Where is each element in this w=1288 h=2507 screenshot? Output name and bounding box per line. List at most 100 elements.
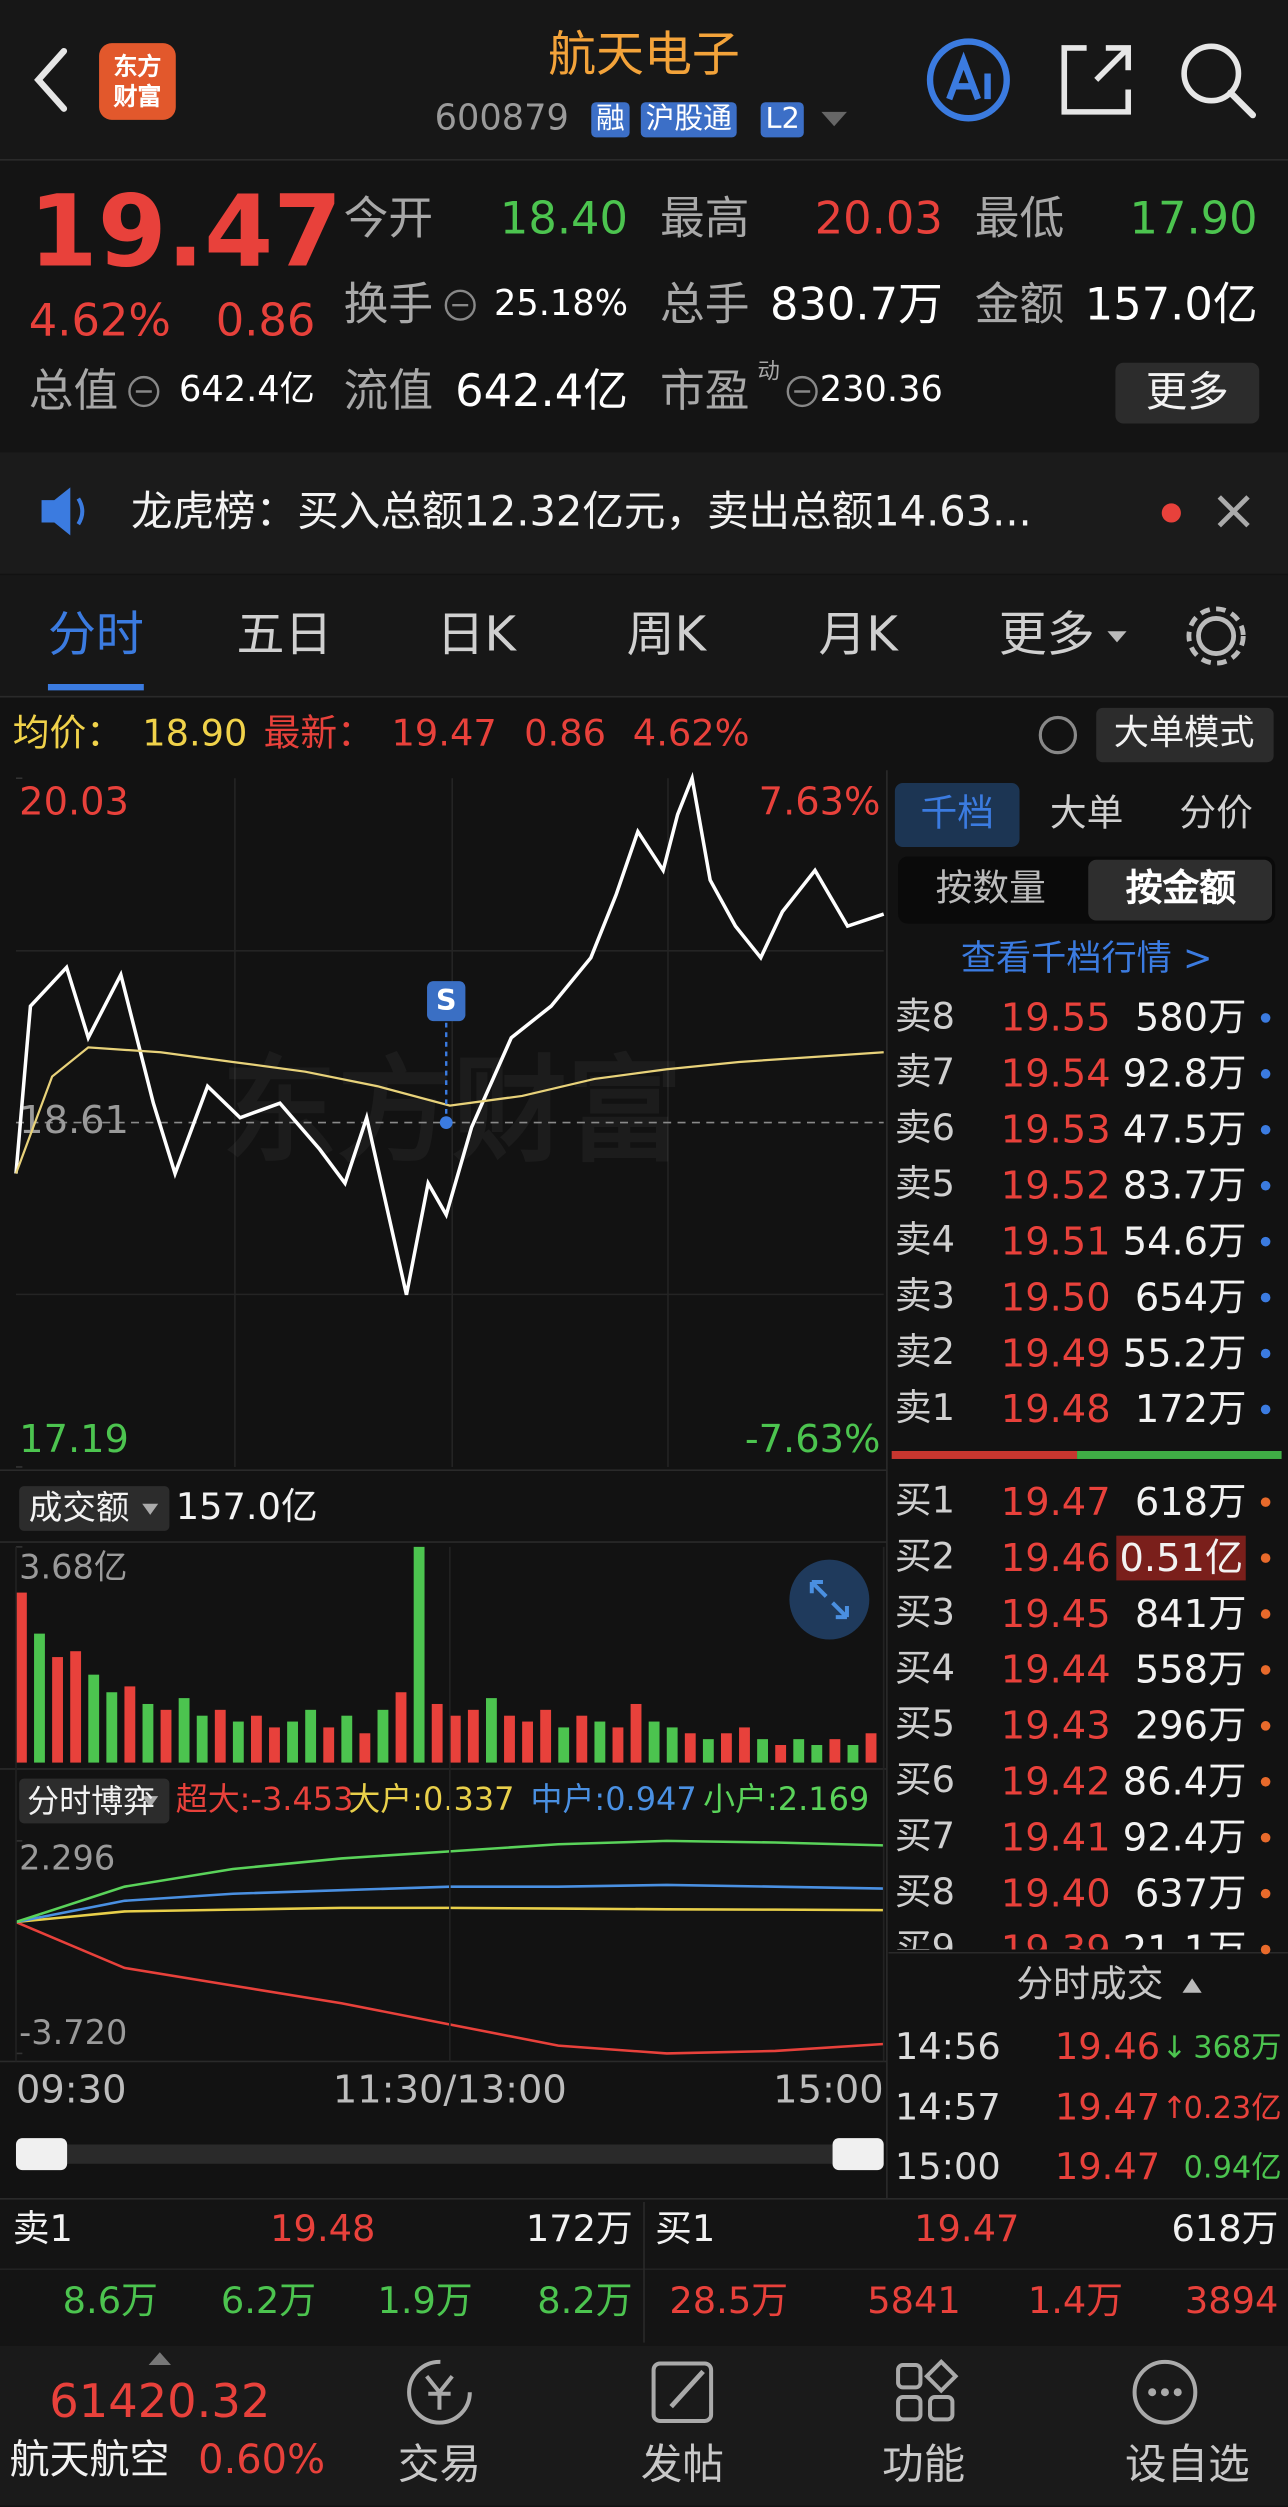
book-volume: 92.4万 [1122, 1815, 1247, 1861]
expand-icon[interactable] [148, 2352, 171, 2366]
last-change: 0.86 [524, 713, 606, 756]
flow-selector[interactable]: 分时博弈 [27, 1781, 156, 1821]
change-pct: 4.62% [28, 294, 171, 347]
info-icon[interactable] [444, 289, 476, 321]
volume-bar [793, 1739, 805, 1763]
nav-item[interactable]: 设自选 [1124, 2441, 1250, 2490]
mode-button-bg[interactable] [1096, 707, 1274, 763]
info-icon[interactable] [128, 375, 160, 408]
nav-item[interactable]: 发帖 [640, 2441, 724, 2490]
book-price: 19.49 [1000, 1331, 1111, 1376]
y2-tick-label: 7.63% [759, 779, 881, 824]
info-bg [0, 696, 1288, 771]
book-toggle[interactable]: 按数量 [935, 868, 1046, 911]
flow-selector-bg[interactable] [19, 1778, 170, 1824]
y-tick-label: 18.61 [19, 1098, 129, 1143]
range-slider-handle[interactable] [832, 2138, 884, 2171]
tab[interactable]: 分时 [47, 607, 144, 664]
search-icon[interactable] [1181, 43, 1242, 104]
book-tab[interactable]: 大单 [1049, 793, 1124, 835]
ai-icon[interactable] [926, 38, 1010, 122]
last-change-pct: 4.62% [632, 713, 750, 756]
more-button-bg[interactable] [1115, 362, 1260, 424]
index-name[interactable]: 航天航空 [9, 2436, 170, 2483]
y-tick-label: -3.720 [19, 2013, 127, 2052]
tab[interactable]: 日K [436, 607, 516, 664]
settings-icon[interactable] [1196, 616, 1237, 656]
watchlist-icon[interactable] [1132, 2359, 1198, 2425]
app-logo[interactable]: 东方 财富 [99, 43, 176, 120]
function-icon[interactable] [896, 2363, 923, 2390]
function-icon-part [896, 2395, 923, 2422]
book-volume: 841万 [1134, 1591, 1247, 1637]
dropdown-icon[interactable] [821, 111, 847, 127]
trade-direction: ↓ [1161, 2030, 1188, 2066]
book-tab[interactable]: 分价 [1179, 793, 1253, 835]
volume-bar [341, 1715, 353, 1763]
mode-button[interactable]: 大单模式 [1113, 714, 1255, 755]
tab[interactable]: 五日 [236, 607, 333, 664]
share-icon[interactable] [1061, 45, 1131, 115]
trade-icon[interactable] [407, 2359, 472, 2425]
bid-detail: 28.5万 [669, 2281, 788, 2323]
book-toggle[interactable]: 按金额 [1125, 868, 1237, 911]
range-slider-handle[interactable] [15, 2138, 68, 2171]
volume-selector[interactable]: 成交额 [28, 1488, 130, 1527]
ai-glyph [946, 51, 991, 101]
index-value[interactable]: 61420.32 [49, 2373, 271, 2429]
nav-item[interactable]: 功能 [882, 2441, 966, 2490]
bid-price: 19.47 [914, 2209, 1020, 2251]
toggle-active-bg[interactable] [1088, 859, 1273, 921]
tab[interactable]: 月K [818, 607, 898, 664]
y-tick-label: 20.03 [19, 779, 129, 824]
book-price: 19.41 [1000, 1815, 1111, 1861]
range-slider-track[interactable] [15, 2144, 884, 2164]
book-dot [1260, 1832, 1271, 1843]
speaker-icon [41, 487, 71, 536]
book-dot [1260, 1292, 1271, 1303]
sort-icon[interactable] [1182, 1978, 1202, 1993]
book-level: 卖2 [894, 1331, 956, 1374]
info-icon[interactable] [786, 375, 818, 408]
book-price: 19.48 [1000, 1387, 1111, 1432]
help-icon[interactable] [1038, 715, 1078, 755]
trades-header[interactable]: 分时成交 [1016, 1964, 1164, 2007]
book-volume: 0.51亿 [1116, 1535, 1247, 1581]
index-change[interactable]: 0.60% [198, 2436, 326, 2483]
back-icon[interactable] [34, 47, 68, 112]
avg-label: 均价： [12, 713, 124, 756]
watermark: 东方财富 [222, 1044, 682, 1178]
trade-volume: 0.94亿 [1183, 2150, 1282, 2186]
legend-entry: 中户:0.947 [531, 1780, 697, 1818]
book-tab[interactable]: 千档 [920, 793, 994, 835]
book-volume: 21.1万 [1122, 1927, 1247, 1950]
notice-text[interactable]: 龙虎榜：买入总额12.32亿元，卖出总额14.63... [131, 488, 1032, 537]
book-volume: 172万 [1134, 1387, 1247, 1432]
field-label: 今开 [343, 191, 434, 245]
close-icon[interactable] [1217, 495, 1250, 528]
ratio-bar-buy [1077, 1450, 1282, 1459]
tab[interactable]: 周K [626, 607, 707, 664]
active-tab-bg[interactable] [894, 783, 1020, 847]
book-dot [1260, 1404, 1271, 1415]
book-link[interactable]: 查看千档行情 > [960, 939, 1213, 980]
volume-bar [739, 1727, 750, 1763]
speaker-wave [76, 497, 85, 526]
field-label: 总值 [28, 364, 119, 418]
stock-title: 航天电子 [548, 27, 740, 84]
settings-gear [1186, 606, 1246, 666]
bid-detail: 1.4万 [1027, 2281, 1124, 2323]
dropdown-icon[interactable] [1107, 631, 1127, 643]
tab[interactable]: 更多 [998, 607, 1095, 664]
volume-selector-bg[interactable] [19, 1486, 170, 1531]
ask-price: 19.48 [270, 2209, 376, 2251]
expand-button[interactable] [789, 1559, 870, 1640]
volume-bar [702, 1739, 714, 1763]
more-button[interactable]: 更多 [1145, 369, 1229, 418]
y-tick-label: 17.19 [19, 1417, 129, 1462]
nav-item[interactable]: 交易 [397, 2441, 482, 2490]
volume-bar [269, 1727, 280, 1763]
book-level: 卖5 [894, 1164, 956, 1206]
field-label: 流值 [343, 364, 434, 418]
post-icon[interactable] [651, 2361, 714, 2423]
